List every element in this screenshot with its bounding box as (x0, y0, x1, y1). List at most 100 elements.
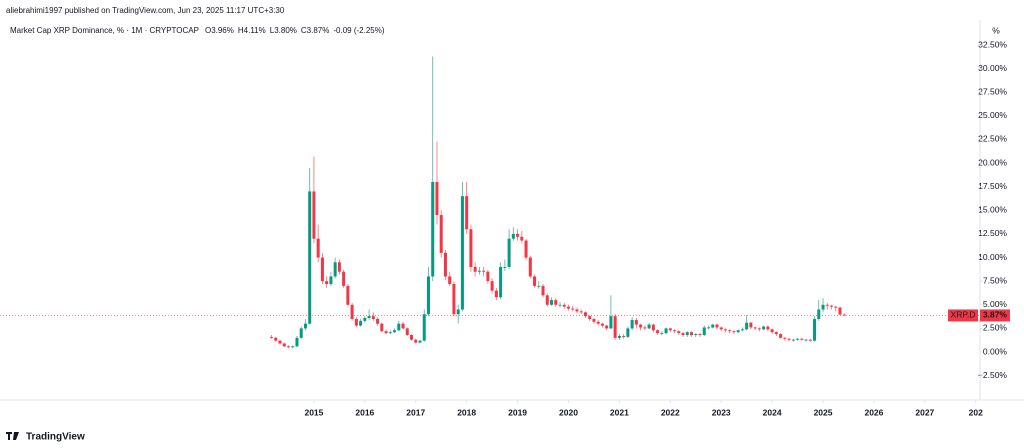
candle-body (706, 327, 710, 329)
candle-body (299, 328, 303, 338)
candle-body (393, 330, 397, 333)
candle-body (694, 334, 698, 336)
y-tick-label: 7.50% (983, 275, 1008, 285)
candle-body (286, 346, 290, 348)
candle-body (410, 335, 414, 340)
candle-body (363, 318, 367, 321)
x-tick-label: 202 (969, 407, 983, 417)
candle-body (757, 328, 761, 330)
candle-body (728, 330, 732, 332)
candle-body (342, 271, 346, 286)
candle-body (490, 281, 494, 291)
candle-body (600, 323, 604, 326)
candle-body (494, 290, 498, 298)
candle-body (354, 318, 358, 326)
y-tick-label: 0.00% (983, 346, 1008, 356)
candle-body (791, 339, 795, 341)
price-tag (980, 309, 1010, 322)
x-tick-label: 2021 (610, 407, 629, 417)
candle-body (685, 332, 689, 336)
candle-body (503, 267, 507, 268)
candle-body (677, 331, 681, 334)
candle-body (426, 276, 430, 315)
candle-body (558, 304, 562, 306)
candle-body (698, 334, 702, 336)
candle-body (668, 328, 672, 331)
candle-body (681, 333, 685, 336)
candle-body (588, 316, 592, 319)
candle-body (388, 332, 392, 334)
legend-value: 4.11% (244, 26, 266, 35)
candle-body (414, 339, 418, 343)
y-tick-label: −2.50% (978, 370, 1008, 380)
candle-body (617, 335, 621, 338)
candle-body (431, 181, 435, 277)
candle-body (460, 196, 464, 310)
y-tick-label: 32.50% (978, 39, 1007, 49)
candle-body (723, 329, 727, 331)
x-tick-label: 2026 (864, 407, 883, 417)
candle-body (740, 329, 744, 331)
candle-body (443, 252, 447, 277)
y-tick-label: 27.50% (978, 87, 1007, 97)
candle-body (779, 334, 783, 338)
legend-key: H (238, 26, 244, 35)
x-tick-label: 2019 (508, 407, 527, 417)
candle-body (643, 327, 647, 329)
x-tick-label: 2018 (457, 407, 476, 417)
candle-body (711, 324, 715, 328)
legend-key: L (270, 26, 275, 35)
candle-body (813, 318, 817, 341)
candle-body (796, 338, 800, 340)
candle-body (452, 284, 456, 315)
candle-body (320, 257, 324, 282)
y-tick-label: 10.00% (978, 252, 1007, 262)
candle-body (766, 326, 770, 330)
candle-body (609, 316, 613, 329)
candle-body (477, 270, 481, 272)
legend-value: 3.80% (274, 26, 297, 35)
candle-body (482, 270, 486, 272)
candle-body (274, 337, 278, 341)
candle-body (592, 318, 596, 322)
candle-body (838, 307, 842, 315)
legend-value: 3.96% (211, 26, 234, 35)
candle-body (545, 295, 549, 305)
candle-body (278, 340, 282, 344)
x-tick-label: 2022 (661, 407, 680, 417)
candle-body (579, 311, 583, 313)
candle-body (405, 328, 409, 336)
candle-body (562, 304, 566, 307)
candle-body (465, 196, 469, 230)
legend-value: 3.87% (307, 26, 330, 35)
candle-body (359, 320, 363, 326)
candle-body (533, 276, 537, 286)
candle-body (401, 323, 405, 329)
y-tick-label: 22.50% (978, 134, 1007, 144)
legend-key: C (301, 26, 307, 35)
candle-body (732, 331, 736, 333)
candle-body (333, 262, 337, 277)
candle-body (499, 267, 503, 298)
candle-body (566, 306, 570, 309)
y-tick-label: 30.00% (978, 63, 1007, 73)
x-tick-label: 2016 (355, 407, 374, 417)
candle-body (308, 191, 312, 324)
candle-body (418, 340, 422, 343)
candle-body (422, 314, 426, 341)
candle-body (634, 319, 638, 325)
candle-body (834, 306, 838, 308)
x-tick-label: 2027 (915, 407, 934, 417)
candle-body (715, 324, 719, 328)
candle-body (541, 285, 545, 296)
candle-body (656, 330, 660, 334)
candle-body (783, 337, 787, 339)
candle-body (507, 238, 511, 268)
candle-body (736, 330, 740, 333)
candle-body (337, 262, 341, 272)
candle-body (571, 308, 575, 310)
candle-body (303, 323, 307, 329)
candle-body (753, 327, 757, 329)
candle-body (329, 276, 333, 285)
